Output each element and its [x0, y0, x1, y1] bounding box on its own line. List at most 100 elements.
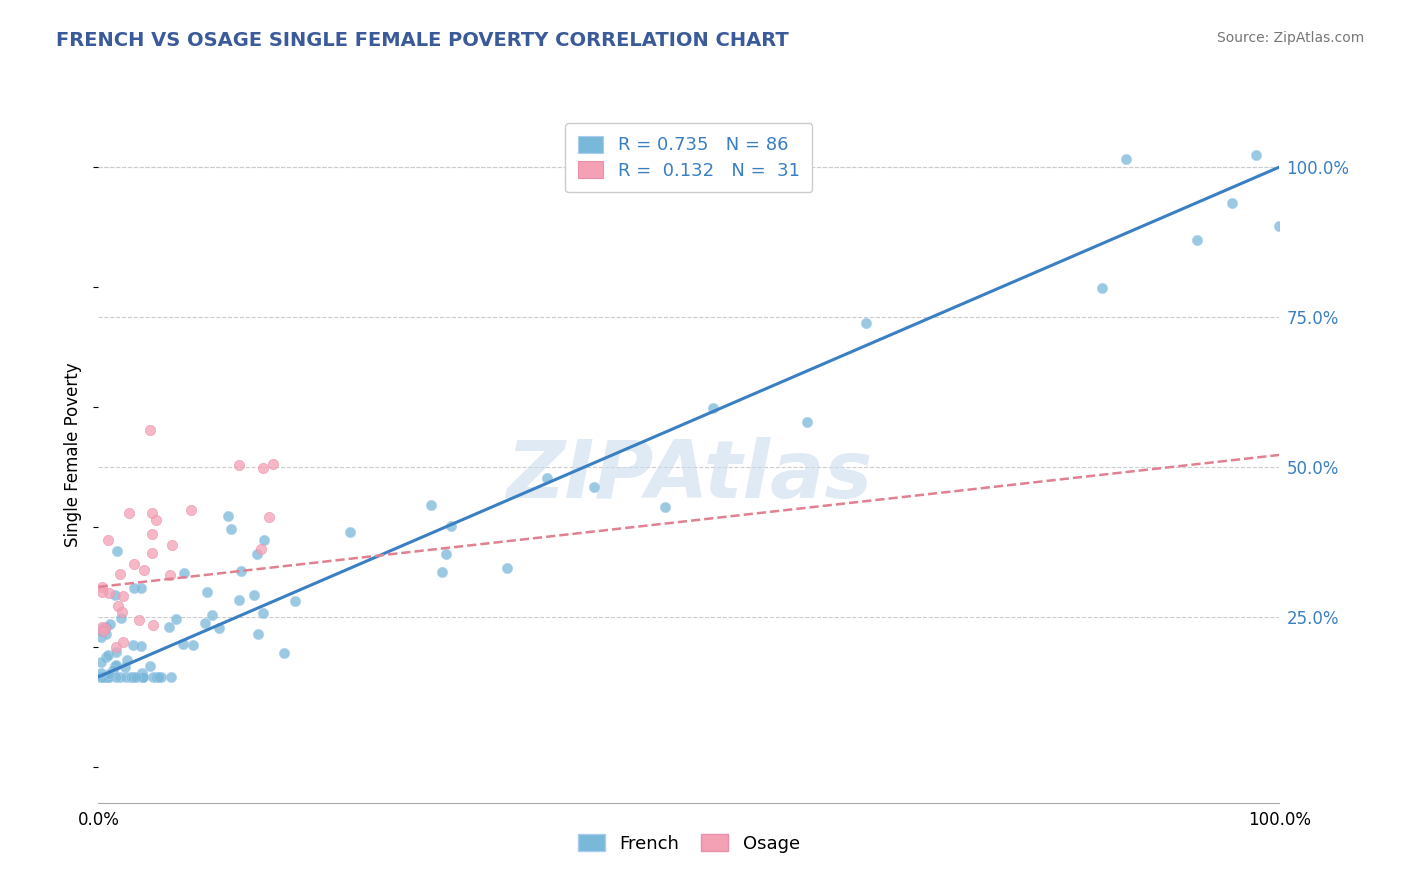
Point	[173, 566, 195, 580]
Point	[90, 630, 112, 644]
Point	[91, 624, 114, 638]
Legend: French, Osage: French, Osage	[571, 827, 807, 860]
Point	[122, 670, 145, 684]
Point	[90, 655, 112, 669]
Point	[1091, 280, 1114, 294]
Point	[284, 594, 307, 608]
Point	[105, 543, 128, 558]
Point	[91, 580, 114, 594]
Point	[141, 526, 163, 541]
Point	[157, 620, 180, 634]
Point	[149, 670, 172, 684]
Point	[91, 670, 114, 684]
Point	[122, 558, 145, 572]
Point	[97, 586, 120, 600]
Point	[96, 650, 118, 665]
Point	[91, 620, 114, 634]
Point	[110, 611, 132, 625]
Point	[139, 423, 162, 437]
Point	[654, 500, 676, 514]
Point	[97, 670, 120, 684]
Point	[180, 502, 202, 516]
Point	[94, 621, 117, 635]
Point	[142, 618, 165, 632]
Point	[536, 471, 558, 485]
Point	[172, 637, 194, 651]
Point	[90, 670, 112, 684]
Point	[91, 584, 114, 599]
Point	[96, 619, 118, 633]
Point	[129, 581, 152, 595]
Point	[229, 564, 252, 578]
Point	[98, 616, 121, 631]
Point	[166, 611, 188, 625]
Point	[160, 670, 183, 684]
Point	[208, 622, 231, 636]
Point	[217, 508, 239, 523]
Point	[141, 506, 163, 520]
Point	[104, 645, 127, 659]
Point	[131, 670, 153, 684]
Point	[104, 657, 127, 672]
Point	[339, 525, 361, 540]
Point	[110, 566, 132, 581]
Point	[97, 670, 120, 684]
Point	[242, 588, 264, 602]
Point	[496, 560, 519, 574]
Point	[97, 648, 120, 663]
Point	[107, 599, 129, 614]
Point	[420, 498, 443, 512]
Point	[111, 605, 134, 619]
Point	[112, 589, 135, 603]
Point	[253, 533, 276, 548]
Point	[90, 670, 112, 684]
Point	[120, 670, 142, 684]
Point	[97, 666, 120, 681]
Point	[219, 522, 242, 536]
Point	[125, 670, 148, 684]
Point	[702, 401, 724, 416]
Point	[132, 563, 155, 577]
Point	[1185, 233, 1208, 247]
Point	[97, 670, 120, 684]
Y-axis label: Single Female Poverty: Single Female Poverty	[65, 363, 83, 547]
Point	[148, 670, 170, 684]
Point	[122, 581, 145, 595]
Point	[105, 670, 128, 684]
Point	[1115, 152, 1137, 166]
Point	[115, 653, 138, 667]
Point	[132, 670, 155, 684]
Point	[257, 509, 280, 524]
Point	[197, 584, 219, 599]
Point	[440, 519, 463, 533]
Point	[252, 607, 274, 621]
Point	[194, 615, 217, 630]
Point	[159, 568, 181, 582]
Point	[128, 613, 150, 627]
Point	[228, 593, 250, 607]
Point	[142, 670, 165, 684]
Point	[94, 627, 117, 641]
Point	[1268, 219, 1291, 233]
Point	[104, 588, 127, 602]
Point	[114, 660, 136, 674]
Point	[252, 460, 274, 475]
Point	[90, 624, 112, 639]
Point	[104, 658, 127, 673]
Point	[183, 638, 205, 652]
Point	[430, 566, 453, 580]
Point	[262, 457, 284, 471]
Point	[796, 415, 818, 429]
Text: Source: ZipAtlas.com: Source: ZipAtlas.com	[1216, 31, 1364, 45]
Point	[138, 659, 160, 673]
Point	[141, 545, 163, 559]
Point	[1220, 195, 1243, 210]
Text: FRENCH VS OSAGE SINGLE FEMALE POVERTY CORRELATION CHART: FRENCH VS OSAGE SINGLE FEMALE POVERTY CO…	[56, 31, 789, 50]
Point	[246, 547, 269, 561]
Point	[131, 639, 153, 653]
Point	[131, 666, 153, 681]
Point	[246, 626, 269, 640]
Point	[101, 664, 124, 678]
Point	[105, 640, 128, 655]
Point	[91, 621, 114, 635]
